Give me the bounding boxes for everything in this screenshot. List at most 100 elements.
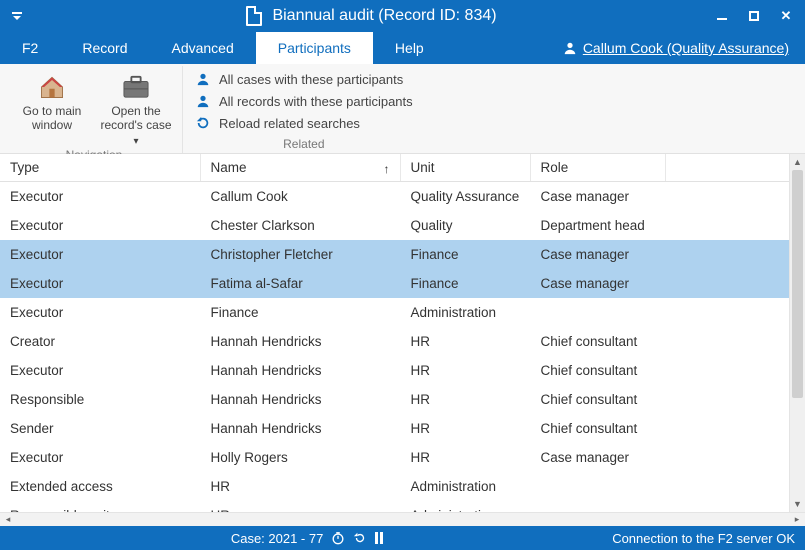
cell-role [530,298,665,327]
cell-unit: HR [400,327,530,356]
cell-type: Responsible [0,385,200,414]
cell-name: Hannah Hendricks [200,356,400,385]
refresh-icon[interactable] [353,531,367,545]
all-records-button[interactable]: All records with these participants [193,92,415,110]
cell-role: Department head [530,211,665,240]
table-row[interactable]: ExecutorCallum CookQuality AssuranceCase… [0,182,805,212]
cell-role: Chief consultant [530,414,665,443]
table-row[interactable]: CreatorHannah HendricksHRChief consultan… [0,327,805,356]
column-header-name[interactable]: Name↑ [200,154,400,182]
close-button[interactable] [779,9,793,23]
cell-unit: HR [400,356,530,385]
cell-role: Chief consultant [530,327,665,356]
tab-f2[interactable]: F2 [0,32,60,64]
table-row[interactable]: ExecutorFatima al-SafarFinanceCase manag… [0,269,805,298]
scroll-down-arrow[interactable]: ▼ [790,496,805,512]
title-bar: Biannual audit (Record ID: 834) [0,0,805,32]
table-row[interactable]: Extended accessHRAdministration [0,472,805,501]
cell-type: Creator [0,327,200,356]
maximize-button[interactable] [747,9,761,23]
table-row[interactable]: ExecutorChester ClarksonQualityDepartmen… [0,211,805,240]
table-row[interactable]: ExecutorHannah HendricksHRChief consulta… [0,356,805,385]
quick-access-dropdown[interactable] [10,12,24,20]
ribbon-group-label: Related [283,137,324,153]
table-row[interactable]: Responsible unitHRAdministration [0,501,805,512]
cell-type: Extended access [0,472,200,501]
cell-type: Executor [0,182,200,212]
table-row[interactable]: ExecutorChristopher FletcherFinanceCase … [0,240,805,269]
cell-type: Executor [0,269,200,298]
window-title: Biannual audit (Record ID: 834) [272,7,496,25]
tab-participants[interactable]: Participants [256,32,373,64]
scroll-right-arrow[interactable]: ▸ [789,514,805,525]
ribbon: Go to main window Open the record's case… [0,64,805,154]
tab-record[interactable]: Record [60,32,149,64]
briefcase-icon [121,70,151,104]
cell-name: Callum Cook [200,182,400,212]
cell-role: Case manager [530,240,665,269]
cell-name: Finance [200,298,400,327]
cell-type: Responsible unit [0,501,200,512]
cell-role: Case manager [530,269,665,298]
cell-type: Sender [0,414,200,443]
tab-help[interactable]: Help [373,32,446,64]
ribbon-group-navigation: Go to main window Open the record's case… [6,66,183,153]
cell-unit: Quality Assurance [400,182,530,212]
scroll-left-arrow[interactable]: ◂ [0,514,16,525]
cell-unit: Administration [400,501,530,512]
all-cases-button[interactable]: All cases with these participants [193,70,415,88]
table-row[interactable]: SenderHannah HendricksHRChief consultant [0,414,805,443]
timer-icon[interactable] [331,531,345,545]
open-records-case-button[interactable]: Open the record's case ▾ [100,68,172,148]
table-row[interactable]: ResponsibleHannah HendricksHRChief consu… [0,385,805,414]
cell-name: Fatima al-Safar [200,269,400,298]
pause-icon[interactable] [375,532,383,544]
cell-type: Executor [0,298,200,327]
cell-unit: Finance [400,240,530,269]
go-to-main-window-button[interactable]: Go to main window [16,68,88,133]
scroll-up-arrow[interactable]: ▲ [790,154,805,170]
cell-unit: HR [400,385,530,414]
person-icon [195,93,211,109]
cell-unit: Finance [400,269,530,298]
cell-unit: Administration [400,298,530,327]
status-bar: Case: 2021 - 77 Connection to the F2 ser… [0,526,805,550]
scrollbar-thumb[interactable] [792,170,803,398]
column-header-type[interactable]: Type [0,154,200,182]
menu-bar: F2 Record Advanced Participants Help Cal… [0,32,805,64]
cell-type: Executor [0,356,200,385]
cell-name: Christopher Fletcher [200,240,400,269]
tab-advanced[interactable]: Advanced [149,32,255,64]
cell-role: Chief consultant [530,385,665,414]
cell-unit: Administration [400,472,530,501]
table-row[interactable]: ExecutorHolly RogersHRCase manager [0,443,805,472]
user-icon [563,41,577,55]
table-row[interactable]: ExecutorFinanceAdministration [0,298,805,327]
user-label: Callum Cook (Quality Assurance) [583,40,789,56]
home-icon [37,70,67,104]
minimize-button[interactable] [715,9,729,23]
status-case-label[interactable]: Case: 2021 - 77 [231,531,324,546]
column-header-role[interactable]: Role [530,154,665,182]
cell-type: Executor [0,211,200,240]
cell-type: Executor [0,443,200,472]
cell-unit: HR [400,414,530,443]
cell-name: HR [200,472,400,501]
column-header-blank [665,154,805,182]
cell-name: Chester Clarkson [200,211,400,240]
horizontal-scrollbar[interactable]: ◂ ▸ [0,512,805,526]
sort-ascending-icon: ↑ [384,162,390,176]
ribbon-group-related: All cases with these participants All re… [183,66,425,153]
vertical-scrollbar[interactable]: ▲ ▼ [789,154,805,512]
person-icon [195,71,211,87]
cell-unit: HR [400,443,530,472]
reload-searches-button[interactable]: Reload related searches [193,114,415,132]
participants-table[interactable]: Type Name↑ Unit Role ExecutorCallum Cook… [0,154,805,512]
cell-name: Hannah Hendricks [200,414,400,443]
user-menu[interactable]: Callum Cook (Quality Assurance) [563,32,805,64]
cell-unit: Quality [400,211,530,240]
cell-type: Executor [0,240,200,269]
document-icon [246,6,262,26]
cell-name: Hannah Hendricks [200,327,400,356]
column-header-unit[interactable]: Unit [400,154,530,182]
